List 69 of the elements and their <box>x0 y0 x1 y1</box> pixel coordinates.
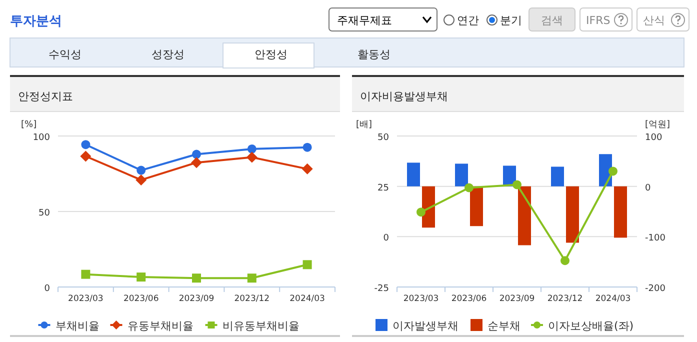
bar <box>455 164 468 186</box>
bar <box>566 186 579 243</box>
y-tick-label: 50 <box>38 208 50 218</box>
text: 안정성 <box>254 48 288 61</box>
legend-label: 이자보상배율(좌) <box>548 320 634 332</box>
point <box>560 256 570 266</box>
y-tick-label: 100 <box>32 133 50 143</box>
y2-axis-title: [억원] <box>645 120 670 130</box>
legend-label: 순부채 <box>488 320 520 332</box>
point <box>608 166 618 176</box>
y-tick-label: -25 <box>374 284 389 294</box>
x-tick-label: 2023/03 <box>68 294 104 304</box>
point <box>81 270 90 279</box>
x-tick-label: 2024/03 <box>595 294 631 304</box>
point <box>302 142 312 152</box>
y-tick-label: 0 <box>44 284 50 294</box>
x-tick-label: 2024/03 <box>290 294 325 304</box>
point <box>192 274 201 283</box>
y-tick-label: 0 <box>383 234 390 244</box>
x-tick-label: 2023/03 <box>403 294 439 304</box>
chart-title: 이자비용발생부채 <box>360 90 448 103</box>
bar <box>614 186 627 238</box>
radio: 분기 <box>486 14 522 27</box>
point <box>247 144 256 154</box>
text: 수익성 <box>48 48 82 61</box>
y2-tick-label: 100 <box>645 133 662 143</box>
legend-label: 이자발생부채 <box>392 320 458 332</box>
select: 주재무제표 <box>328 8 438 32</box>
y2-tick-label: -100 <box>645 234 666 244</box>
point <box>192 150 201 159</box>
y-tick-label: 25 <box>378 183 389 194</box>
y2-tick-label: 0 <box>645 183 651 194</box>
chart-title: 안정성지표 <box>18 90 73 103</box>
button: 검색 <box>528 8 576 32</box>
point <box>80 150 92 162</box>
text: 투자분석 <box>10 14 62 29</box>
y-axis-title: [배] <box>356 120 372 130</box>
point <box>246 152 258 163</box>
y-axis-title: [%] <box>21 120 37 130</box>
point <box>247 274 256 283</box>
point <box>464 183 474 192</box>
legend-label: 비유동부채비율 <box>222 320 300 332</box>
point <box>191 157 202 168</box>
point <box>81 140 90 150</box>
bar <box>407 162 420 186</box>
bar <box>551 166 564 186</box>
x-tick-label: 2023/06 <box>451 294 487 304</box>
bar <box>470 186 483 226</box>
point <box>302 163 313 174</box>
x-tick-label: 2023/12 <box>547 294 583 304</box>
y-tick-label: 50 <box>378 133 390 143</box>
point <box>136 166 146 175</box>
text: 성장성 <box>152 48 184 61</box>
bar <box>422 186 435 228</box>
y2-tick-label: -200 <box>645 284 666 294</box>
x-tick-label: 2023/06 <box>123 294 159 304</box>
point <box>302 260 312 270</box>
x-tick-label: 2023/09 <box>499 294 535 304</box>
x-tick-label: 2023/09 <box>178 294 214 304</box>
point <box>416 208 426 217</box>
point <box>136 272 146 282</box>
x-tick-label: 2023/12 <box>234 294 270 304</box>
legend-label: 부채비율 <box>55 320 100 332</box>
legend-label: 유동부채비율 <box>127 320 194 332</box>
bar <box>518 186 531 246</box>
text: 활동성 <box>358 48 390 61</box>
radio: 연간 <box>444 14 479 27</box>
point <box>512 180 522 190</box>
point <box>136 174 147 186</box>
